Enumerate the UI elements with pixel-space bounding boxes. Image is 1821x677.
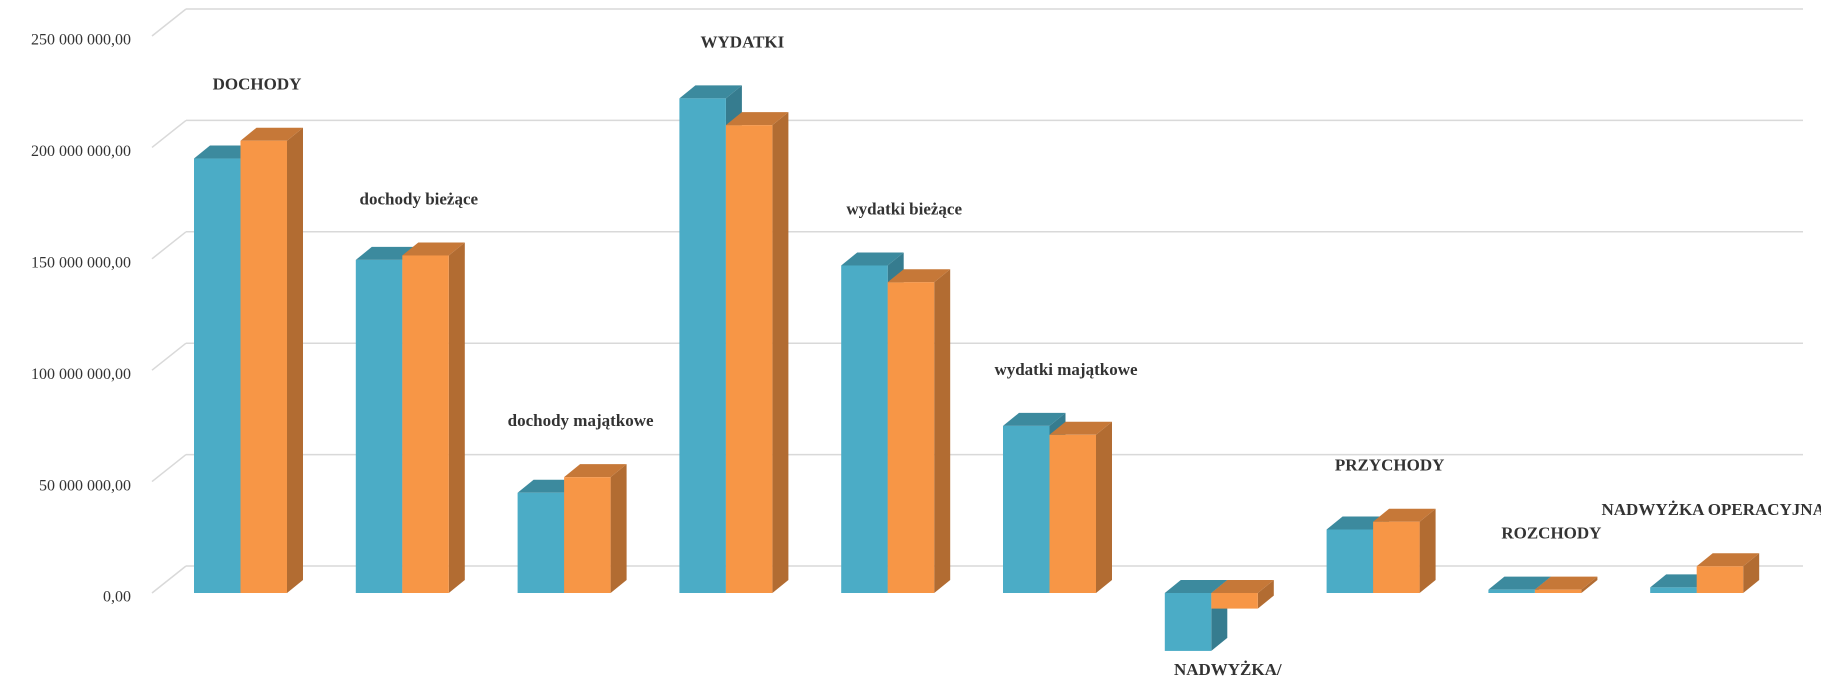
bar bbox=[1650, 587, 1697, 593]
grid-line-depth bbox=[151, 565, 187, 594]
category-label-line: NADWYŻKA/ bbox=[1174, 660, 1282, 677]
bar bbox=[887, 282, 935, 593]
bar bbox=[517, 492, 565, 593]
bar-top bbox=[725, 112, 789, 126]
bar-side bbox=[1581, 576, 1598, 593]
y-tick-label: 100 000 000,00 bbox=[31, 366, 131, 383]
bar-side bbox=[1096, 421, 1112, 593]
bar bbox=[1534, 589, 1582, 593]
bar-top bbox=[402, 242, 465, 256]
bar bbox=[1696, 566, 1744, 593]
category-label: wydatki bieżące bbox=[846, 199, 962, 218]
bar-side bbox=[287, 127, 303, 593]
bar-side bbox=[1257, 580, 1274, 609]
bar bbox=[402, 255, 449, 593]
bar bbox=[1373, 521, 1420, 593]
bar-side bbox=[1419, 508, 1436, 593]
category-label: NADWYŻKA OPERACYJNA bbox=[1602, 500, 1821, 519]
bar bbox=[725, 125, 773, 594]
bar bbox=[1049, 434, 1096, 593]
bar-top bbox=[1211, 580, 1274, 593]
bar bbox=[679, 98, 726, 593]
category-label: WYDATKI bbox=[701, 32, 785, 51]
bar-side bbox=[772, 112, 789, 594]
category-label: DOCHODY bbox=[213, 75, 302, 94]
category-label: wydatki majątkowe bbox=[994, 360, 1138, 379]
category-label: ROZCHODY bbox=[1501, 524, 1601, 543]
bar bbox=[1164, 593, 1212, 651]
bar-top bbox=[1696, 553, 1760, 567]
grid-line-depth bbox=[151, 119, 187, 148]
category-label: dochody bieżące bbox=[360, 189, 479, 208]
bar bbox=[1488, 589, 1535, 593]
bar-top bbox=[1373, 508, 1436, 522]
y-tick-label: 200 000 000,00 bbox=[31, 143, 131, 160]
grid-line-depth bbox=[151, 8, 187, 37]
bar bbox=[1003, 425, 1050, 593]
bar-top bbox=[240, 127, 303, 141]
bar bbox=[564, 477, 611, 593]
bar bbox=[1326, 529, 1374, 593]
y-tick-label: 150 000 000,00 bbox=[31, 254, 131, 271]
y-tick-label: 0,00 bbox=[103, 589, 131, 606]
bar-top bbox=[1534, 576, 1598, 590]
bar-top bbox=[1488, 576, 1551, 590]
bar-side bbox=[934, 269, 951, 593]
category-label: dochody majątkowe bbox=[508, 411, 654, 430]
bar-top bbox=[1003, 412, 1066, 426]
bar bbox=[841, 265, 888, 593]
bar-top bbox=[887, 269, 951, 283]
grid-line-depth bbox=[151, 342, 187, 371]
bar-side bbox=[610, 464, 627, 593]
bar-top bbox=[679, 85, 742, 99]
category-label: NADWYŻKA/DEFICYT bbox=[1174, 660, 1282, 677]
bar-top bbox=[1164, 580, 1228, 593]
bar bbox=[1211, 593, 1258, 609]
bar-top bbox=[841, 252, 904, 266]
bar bbox=[194, 158, 241, 594]
bar-top bbox=[1049, 421, 1112, 435]
y-tick-label: 50 000 000,00 bbox=[39, 477, 131, 494]
category-label: PRZYCHODY bbox=[1335, 456, 1445, 475]
bar bbox=[240, 140, 287, 593]
bar-side bbox=[448, 242, 465, 593]
grid-line-depth bbox=[151, 454, 187, 483]
bar bbox=[355, 259, 403, 593]
grid-line-depth bbox=[151, 231, 187, 260]
bar-side bbox=[1743, 553, 1760, 593]
bar-top bbox=[564, 464, 627, 478]
y-tick-label: 250 000 000,00 bbox=[31, 32, 131, 49]
